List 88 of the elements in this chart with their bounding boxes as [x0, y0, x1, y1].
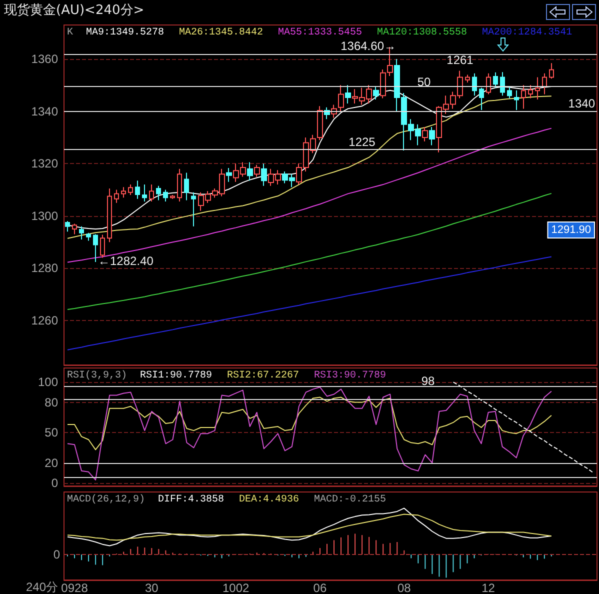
candlestick: [549, 62, 554, 80]
line-series: [67, 396, 552, 450]
candlestick: [128, 184, 133, 196]
candlestick: [521, 84, 526, 110]
x-tick-label: 1002: [222, 581, 250, 594]
candlestick: [184, 172, 189, 201]
line-series: [67, 256, 552, 350]
annotation: 1364.60→: [340, 39, 396, 53]
y-tick-label: 80: [44, 395, 58, 410]
annotation: 50: [417, 75, 431, 89]
candlestick: [191, 192, 196, 227]
candlestick: [373, 86, 379, 100]
y-tick-label: 0: [51, 476, 58, 490]
candlestick: [528, 84, 533, 99]
chart-title: RSI(3,9,3): [67, 370, 128, 382]
candlestick: [177, 168, 182, 202]
candlestick: [535, 76, 540, 100]
candlestick: [247, 162, 253, 182]
candlestick: [107, 188, 112, 243]
annotation: 1225: [348, 135, 376, 149]
candlestick: [338, 84, 344, 112]
candlestick: [472, 72, 477, 96]
text: MA120:1308.5558: [377, 28, 468, 38]
line-series: [67, 386, 552, 480]
candlestick: [226, 168, 232, 182]
text: MA200:1284.3541: [482, 28, 572, 38]
candlestick: [317, 106, 323, 141]
chart-title: MACD(26,12,9): [67, 494, 146, 506]
candlestick: [72, 223, 77, 235]
y-tick-label: 1340: [31, 104, 58, 118]
text: MA55:1333.5455: [278, 28, 362, 38]
text: RSI2:67.2267: [227, 370, 300, 382]
text: MA9:1349.5278: [86, 28, 164, 38]
candlestick: [100, 234, 105, 258]
annotation: 98: [421, 374, 435, 388]
chart-title: 现货黄金(AU)<240分>: [4, 3, 144, 18]
text: DEA:4.4936: [239, 494, 300, 506]
candlestick: [156, 185, 161, 201]
candlestick: [486, 72, 491, 95]
annotation: 1291.90: [551, 224, 591, 236]
x-tick-label: 06: [313, 581, 327, 594]
candlestick: [500, 72, 505, 96]
y-tick-label: 100: [38, 375, 58, 390]
candlestick: [149, 184, 154, 202]
ref-line-label: 1340: [568, 96, 596, 110]
candlestick: [507, 86, 512, 99]
candlestick: [135, 180, 140, 200]
text: DIFF:4.3858: [158, 494, 224, 506]
candlestick: [65, 220, 70, 232]
series-label: RSI3:90.7789: [314, 370, 386, 382]
y-tick-label: 20: [44, 456, 58, 470]
x-tick-label: 0928: [61, 581, 88, 594]
y-tick-label: 1260: [31, 314, 58, 328]
x-tick-label: 08: [397, 581, 412, 594]
candlestick: [93, 234, 98, 262]
x-tick-label: 12: [482, 581, 496, 594]
x-tick-label: 30: [144, 581, 159, 594]
y-tick-label: 1300: [31, 208, 58, 223]
line-series: [452, 382, 594, 474]
candlestick: [170, 194, 175, 200]
y-tick-label: 50: [44, 426, 58, 440]
candlestick: [422, 126, 428, 142]
candlestick: [86, 232, 91, 242]
candlestick: [542, 72, 547, 95]
candlestick: [79, 226, 84, 240]
candlestick: [261, 163, 267, 186]
text: MA26:1345.8442: [179, 28, 264, 38]
x-axis-title: 240分: [26, 580, 58, 594]
annotation: 1261: [446, 53, 474, 67]
annotation: K: [67, 28, 74, 38]
candlestick: [121, 186, 126, 198]
annotation: ←1282.40: [98, 254, 154, 268]
candlestick: [465, 74, 470, 84]
candlestick: [142, 184, 147, 202]
candlestick: [514, 90, 519, 110]
candlestick: [493, 72, 498, 88]
y-tick-label: 1320: [31, 156, 58, 171]
legend-label: RSI1:90.7789: [140, 370, 212, 382]
y-tick-label: 1280: [31, 261, 58, 276]
text: MACD:-0.2155: [314, 494, 386, 506]
candlestick: [345, 84, 351, 104]
candlestick: [163, 189, 168, 202]
candlestick: [114, 189, 119, 204]
candlestick: [254, 164, 260, 178]
candlestick: [479, 87, 484, 110]
candlestick: [429, 126, 435, 146]
y-tick-label: 1360: [31, 52, 58, 66]
line-series: [67, 192, 552, 310]
